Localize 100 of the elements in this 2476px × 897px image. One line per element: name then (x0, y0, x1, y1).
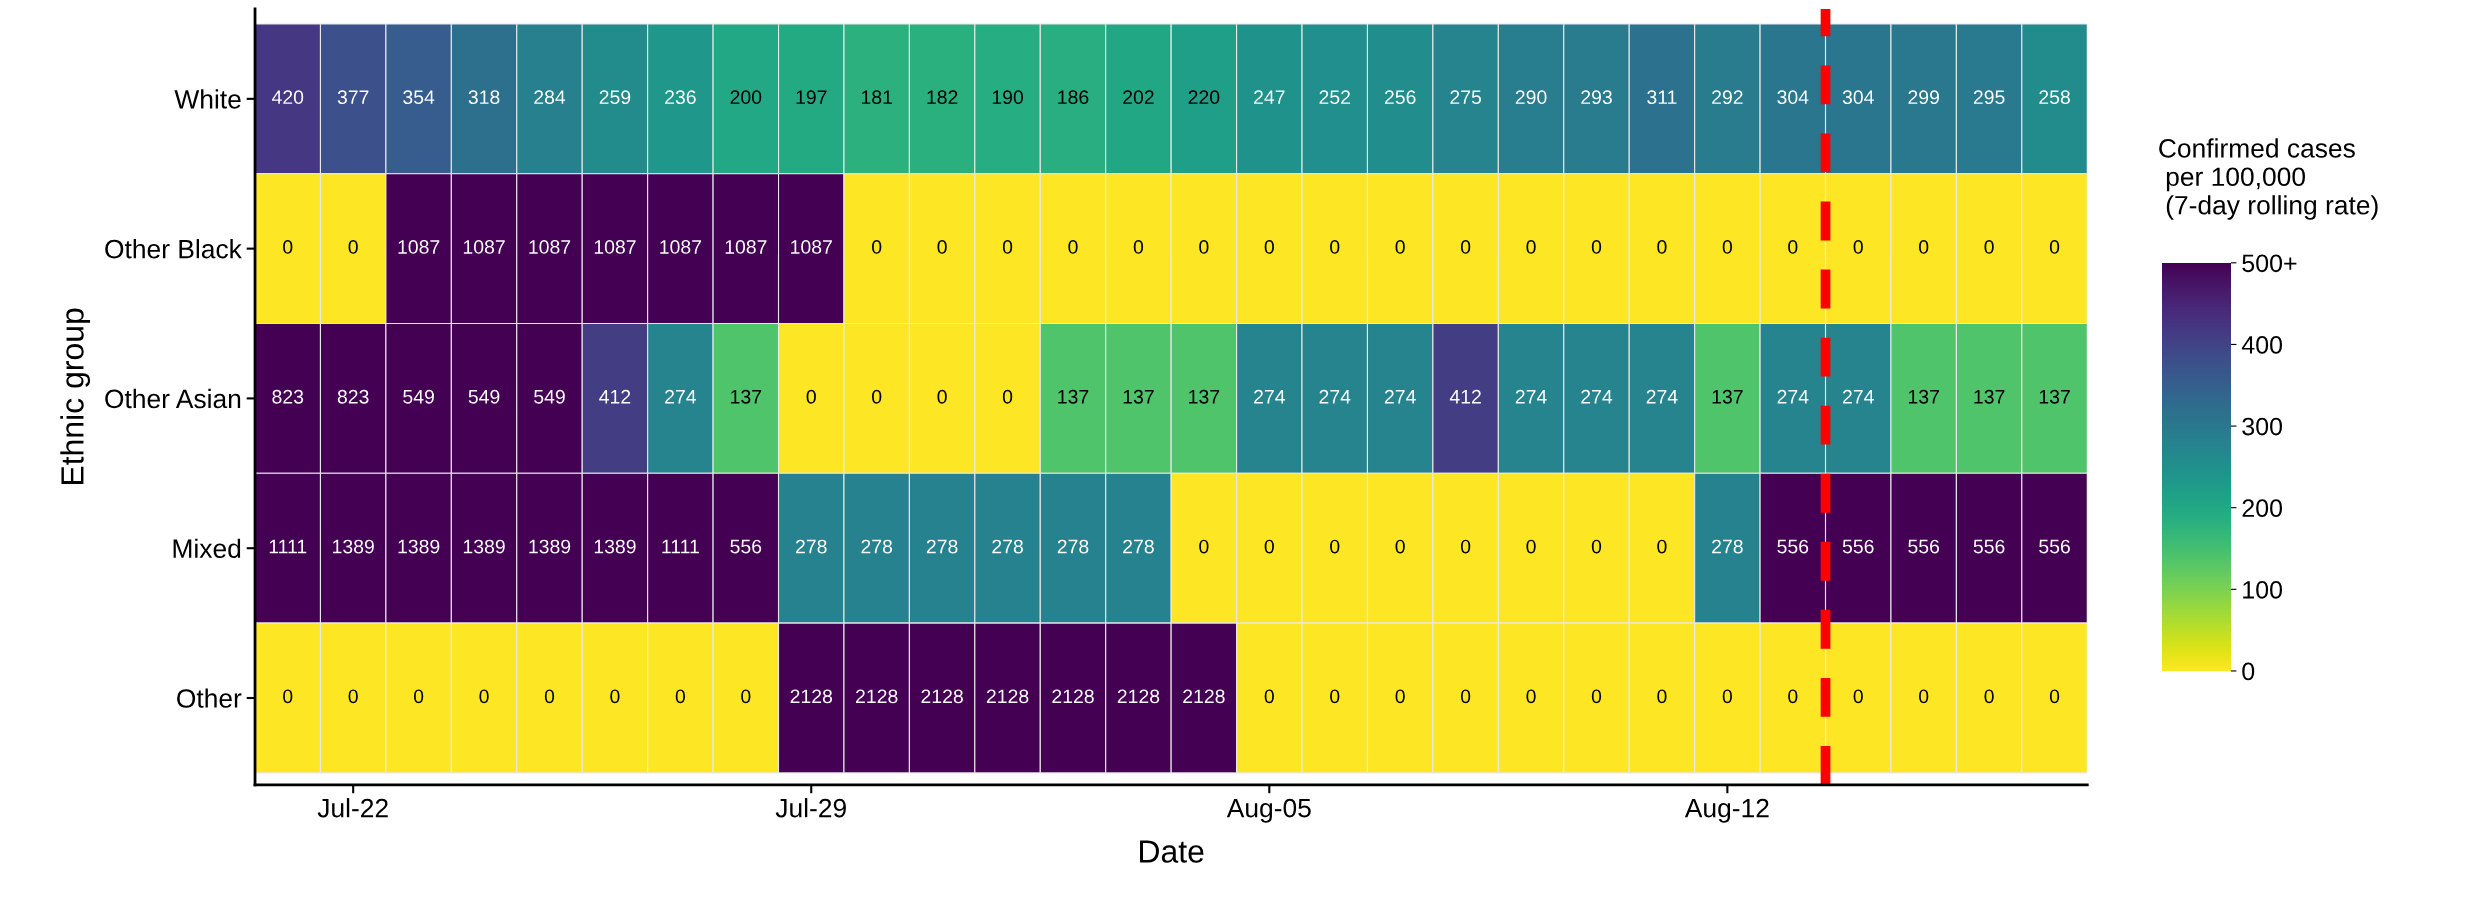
y-tick-label: Mixed (173, 538, 241, 559)
data-label: 197 (796, 90, 827, 105)
y-tick-label: Other (177, 688, 242, 708)
data-label: 290 (1515, 90, 1547, 105)
x-axis-title: Date (1140, 840, 1204, 863)
data-label: 0 (1330, 689, 1340, 704)
data-label: 549 (468, 389, 500, 404)
data-label: 1389 (333, 539, 374, 554)
data-label: 0 (1264, 240, 1274, 254)
data-label: 278 (926, 539, 958, 554)
color-bar-label: 200 (2242, 499, 2283, 518)
data-label: 549 (403, 389, 434, 404)
data-label: 0 (348, 240, 358, 254)
data-label: 0 (1591, 240, 1602, 254)
data-label: 220 (1188, 90, 1220, 105)
data-label: 202 (1123, 90, 1154, 105)
data-label: 0 (1264, 539, 1274, 554)
data-label: 304 (1842, 90, 1874, 105)
data-label: 377 (337, 90, 369, 105)
data-label: 1111 (662, 539, 699, 554)
data-label: 295 (1973, 90, 2005, 105)
data-label: 278 (1123, 539, 1154, 554)
data-label: 0 (675, 689, 686, 704)
data-label: 0 (283, 240, 293, 254)
data-label: 0 (1984, 689, 1994, 704)
data-label: 318 (468, 90, 500, 105)
data-label: 412 (1449, 389, 1481, 404)
data-label: 0 (937, 389, 947, 404)
data-label: 0 (1264, 689, 1274, 704)
data-label: 0 (872, 240, 882, 254)
data-label: 0 (1460, 689, 1471, 704)
data-label: 0 (1460, 240, 1471, 254)
data-label: 0 (544, 689, 555, 704)
y-tick-label: White (174, 89, 241, 109)
data-label: 293 (1581, 90, 1612, 105)
data-label: 0 (1722, 240, 1733, 254)
data-label: 412 (599, 389, 631, 404)
data-label: 278 (1712, 539, 1743, 554)
data-label: 549 (534, 389, 565, 404)
data-label: 0 (2049, 240, 2060, 254)
data-label: 0 (283, 689, 293, 704)
data-label: 274 (1319, 389, 1351, 404)
data-label: 258 (2039, 90, 2070, 105)
data-label: 556 (1842, 539, 1874, 554)
data-label: 823 (272, 389, 304, 404)
data-label: 274 (1384, 389, 1416, 404)
y-tick-label: Other Black (105, 239, 242, 259)
data-label: 2128 (790, 689, 833, 704)
data-label: 252 (1319, 90, 1350, 105)
data-label: 0 (1591, 689, 1602, 704)
data-label: 0 (1526, 689, 1536, 704)
color-bar-label: 100 (2243, 580, 2283, 599)
x-tick-label: Jul-29 (775, 798, 846, 818)
data-label: 2128 (1183, 689, 1225, 704)
data-label: 556 (1908, 539, 1940, 554)
color-bar-title: Confirmed cases per 100,000 (7-day rolling rate) (2159, 138, 2378, 220)
data-label: 1389 (463, 539, 505, 554)
data-label: 278 (992, 539, 1023, 554)
data-label: 0 (1788, 240, 1798, 254)
x-tick-label: Jul-22 (317, 798, 388, 818)
data-label: 1087 (660, 240, 702, 254)
x-tick-label: Aug-05 (1226, 798, 1311, 823)
data-label: 137 (1189, 389, 1220, 404)
data-label: 274 (1777, 389, 1809, 404)
data-label: 0 (872, 389, 882, 404)
data-label: 1111 (269, 539, 307, 554)
data-label: 292 (1712, 90, 1743, 105)
data-label: 278 (1057, 539, 1089, 554)
data-label: 0 (1853, 689, 1863, 704)
data-label: 2128 (1052, 689, 1094, 704)
data-label: 0 (610, 689, 620, 704)
data-label: 0 (1133, 240, 1144, 254)
data-label: 137 (2039, 389, 2070, 404)
data-label: 311 (1647, 90, 1677, 105)
color-bar-label: 400 (2241, 336, 2283, 354)
data-label: 247 (1254, 90, 1285, 104)
data-label: 0 (1199, 240, 1209, 254)
data-label: 2128 (856, 689, 898, 704)
data-label: 274 (1581, 389, 1613, 404)
data-label: 256 (1384, 90, 1416, 105)
data-label: 556 (2039, 539, 2070, 554)
data-label: 137 (1123, 389, 1154, 404)
data-label: 274 (1254, 389, 1285, 404)
data-label: 0 (1788, 689, 1798, 704)
data-label: 0 (1330, 240, 1340, 254)
y-tick-label: Other Asian (105, 388, 241, 409)
data-label: 200 (730, 90, 762, 105)
data-label: 274 (665, 389, 697, 404)
data-label: 0 (1330, 539, 1340, 554)
data-label: 0 (1722, 689, 1733, 704)
data-label: 278 (861, 539, 893, 554)
data-label: 137 (1908, 389, 1939, 404)
data-label: 556 (730, 539, 762, 554)
color-bar-label: 300 (2242, 417, 2283, 436)
data-label: 0 (413, 689, 424, 704)
color-bar-label: 500+ (2242, 254, 2297, 273)
data-label: 556 (1777, 539, 1809, 554)
data-label: 0 (1460, 539, 1471, 554)
data-label: 0 (1657, 539, 1667, 554)
data-label: 0 (1919, 240, 1929, 254)
